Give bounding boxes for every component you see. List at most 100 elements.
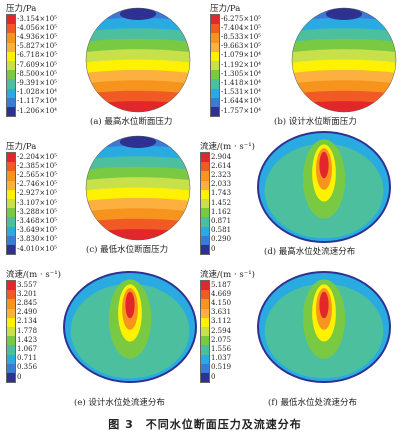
colorbar-label: 2.134 <box>17 317 38 326</box>
colorbar-cell <box>7 51 15 61</box>
panel-c: 压力/Pa -2.204×10⁵ -2.385×10⁵ -2.565×10⁵ -2.7… <box>2 135 202 272</box>
colorbar-label: -4.010×10⁵ <box>17 244 57 253</box>
colorbar-label: -3.830×10⁵ <box>17 235 57 244</box>
pressure-bands <box>86 8 190 112</box>
colorbar-cell <box>201 308 209 318</box>
colorbar <box>200 280 210 384</box>
colorbar-cell <box>211 33 219 43</box>
colorbar-label: -1.757×10⁴ <box>221 106 261 115</box>
pressure-bands <box>292 8 396 112</box>
pressure-bands <box>86 136 190 240</box>
colorbar-cell <box>7 326 15 337</box>
colorbar-cell <box>201 354 209 364</box>
colorbar-cell <box>7 189 15 199</box>
contour-plot <box>85 135 191 241</box>
colorbar-label: 1.743 <box>211 189 232 198</box>
colorbar-cell <box>201 336 209 346</box>
pressure-band <box>292 59 396 75</box>
low-pressure-zone <box>119 8 157 20</box>
colorbar-cell <box>7 70 15 80</box>
pressure-band <box>86 90 190 106</box>
colorbar-cell <box>7 308 15 318</box>
pressure-band <box>86 80 190 96</box>
colorbar-cell <box>7 363 15 373</box>
colorbar-cell <box>201 290 209 300</box>
colorbar-cell <box>201 326 209 337</box>
colorbar-label: -8.533×10⁵ <box>221 33 261 41</box>
colorbar-label: -9.391×10⁵ <box>17 79 57 87</box>
colorbar-label: -1.644×10⁴ <box>221 97 261 106</box>
colorbar-label: -5.827×10⁵ <box>17 42 57 51</box>
colorbar-cell <box>7 336 15 346</box>
colorbar-cell <box>201 162 209 172</box>
colorbar-label: 0 <box>211 372 216 381</box>
colorbar-cell <box>201 208 209 218</box>
caption: (c) 最低水位断面压力 <box>86 245 169 255</box>
colorbar-cell <box>211 51 219 61</box>
legend-title: 压力/Pa <box>6 142 37 152</box>
section-outline <box>85 7 191 113</box>
colorbar-cell <box>201 226 209 236</box>
colorbar-label: -2.746×10⁵ <box>17 180 57 189</box>
pressure-band <box>292 17 396 33</box>
legend-title: 压力/Pa <box>6 4 37 14</box>
legend-title: 压力/Pa <box>210 4 241 14</box>
low-pressure-zone <box>325 8 363 20</box>
pressure-band <box>86 177 190 192</box>
colorbar-label: 3.631 <box>211 308 232 317</box>
colorbar-cell <box>7 88 15 98</box>
colorbar-label: -1.206×10⁴ <box>17 106 57 115</box>
colorbar-label: 2.323 <box>211 171 232 179</box>
colorbar-cell <box>7 153 15 163</box>
colorbar-label: -1.079×10⁴ <box>221 51 261 60</box>
colorbar-cell <box>7 162 15 172</box>
pressure-band <box>86 145 190 161</box>
pressure-band <box>292 90 396 106</box>
colorbar-label: 0.356 <box>17 363 38 372</box>
panel-a: 压力/Pa -3.154×10⁵ -4.056×10⁵ -4.936×10⁵ -5.8… <box>2 2 202 134</box>
colorbar-label: -6.275×10⁵ <box>221 14 261 23</box>
colorbar-label: -1.531×10⁴ <box>221 88 261 97</box>
colorbar-label: -7.404×10⁵ <box>221 23 261 32</box>
colorbar-cell <box>7 15 15 25</box>
colorbar-cell <box>201 244 209 255</box>
colorbar <box>6 14 16 118</box>
colorbar-cell <box>201 345 209 355</box>
colorbar-label: 3.112 <box>211 317 232 326</box>
colorbar-label: 1.037 <box>211 354 232 363</box>
colorbar-cell <box>7 106 15 117</box>
colorbar-label: -9.663×10⁵ <box>221 42 261 51</box>
colorbar-label: 0.711 <box>17 354 38 363</box>
caption: (d) 最高水位处流速分布 <box>264 247 356 257</box>
colorbar-cell <box>201 317 209 327</box>
colorbar-cell <box>201 198 209 209</box>
colorbar-cell <box>211 106 219 117</box>
colorbar-label: 1.778 <box>17 326 38 335</box>
colorbar-cell <box>7 226 15 236</box>
colorbar-label: 0.871 <box>211 217 232 225</box>
colorbar-label: 2.904 <box>211 152 232 161</box>
contour-plot <box>63 271 197 383</box>
caption: (a) 最高水位断面压力 <box>90 117 173 127</box>
colorbar-cell <box>7 217 15 227</box>
pressure-band <box>292 38 396 54</box>
colorbar-label: -8.500×10⁵ <box>17 69 57 78</box>
colorbar-label: -2.927×10⁵ <box>17 189 57 198</box>
colorbar-label: 1.556 <box>211 345 232 353</box>
colorbar-label: -7.609×10⁵ <box>17 60 57 69</box>
pressure-band <box>86 59 190 75</box>
colorbar-label: 4.669 <box>211 289 232 298</box>
pressure-band <box>292 28 396 44</box>
colorbar-cell <box>7 33 15 43</box>
colorbar-label: 0 <box>211 244 216 253</box>
caption: (b) 设计水位断面压力 <box>274 117 357 127</box>
colorbar-label: -3.288×10⁵ <box>17 207 57 216</box>
colorbar-label: 2.075 <box>211 335 232 344</box>
pressure-band <box>86 187 190 203</box>
colorbar-cell <box>201 281 209 291</box>
pressure-band <box>292 49 396 64</box>
colorbar-label: 1.162 <box>211 207 232 216</box>
colorbar-cell <box>201 372 209 383</box>
colorbar <box>210 14 220 118</box>
legend-title: 流速/(m · s⁻¹) <box>6 270 61 280</box>
